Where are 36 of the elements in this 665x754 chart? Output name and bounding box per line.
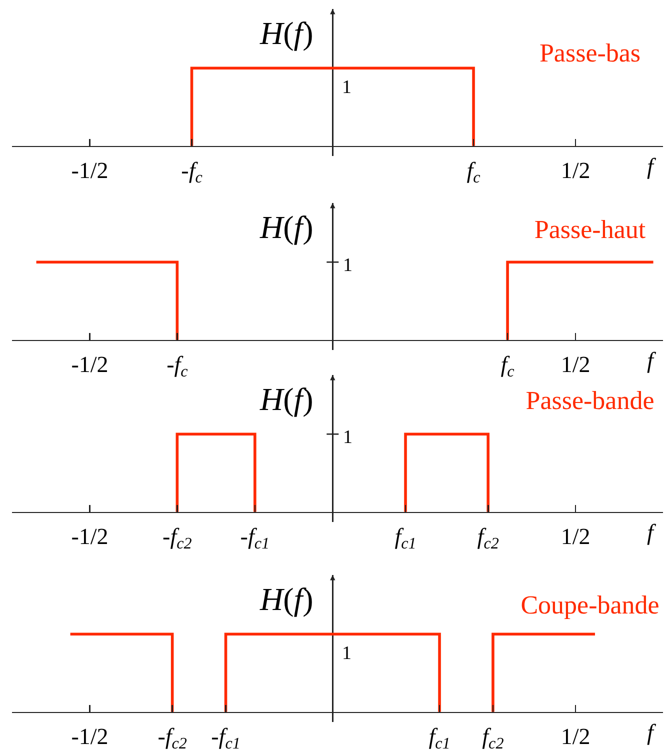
x-tick-label: -1/2: [71, 524, 108, 549]
annotation: 1: [342, 77, 352, 98]
x-tick-label: -f$_{c1}$: [240, 524, 270, 553]
x-axis-title: f: [647, 348, 657, 373]
x-axis-title: f: [647, 520, 657, 545]
x-tick-label: -1/2: [71, 352, 108, 377]
chart-title: Passe-bas: [539, 38, 641, 68]
x-tick-label: 1/2: [560, 158, 590, 183]
x-tick-label: -f$_{c2}$: [162, 524, 192, 553]
chart-title: Passe-bande: [526, 386, 654, 415]
x-axis-title: f: [647, 720, 657, 745]
x-tick-label: f$_{c}$: [500, 352, 514, 381]
x-tick-label: -f$_{c1}$: [211, 724, 240, 753]
x-tick-label: f$_{c2}$: [477, 524, 499, 553]
x-tick-label: -1/2: [71, 158, 108, 183]
x-tick-label: -1/2: [71, 724, 108, 749]
chart-title: Coupe-bande: [520, 590, 660, 620]
annotation: 1: [343, 255, 352, 276]
x-tick-label: 1/2: [560, 352, 590, 377]
x-axis-title: f: [647, 154, 657, 179]
x-tick-label: f$_{c1}$: [428, 724, 450, 753]
y-axis-title: H(f): [259, 381, 314, 417]
x-tick-label: f$_{c2}$: [482, 724, 504, 753]
x-tick-label: -f$_{c}$: [166, 352, 188, 381]
y-axis-title: H(f): [259, 209, 314, 245]
x-tick-label: 1/2: [560, 524, 590, 549]
x-tick-label: f$_{c}$: [466, 158, 480, 187]
x-tick-label: -f$_{c2}$: [158, 724, 187, 753]
x-tick-label: f$_{c1}$: [394, 524, 416, 553]
chart-title: Passe-haut: [534, 214, 646, 244]
x-tick-label: 1/2: [560, 724, 590, 749]
y-axis-title: H(f): [259, 581, 314, 617]
y-axis-title: H(f): [259, 15, 314, 51]
x-tick-label: -f$_{c}$: [181, 158, 202, 187]
annotation: 1: [343, 427, 352, 448]
annotation: 1: [342, 643, 352, 664]
